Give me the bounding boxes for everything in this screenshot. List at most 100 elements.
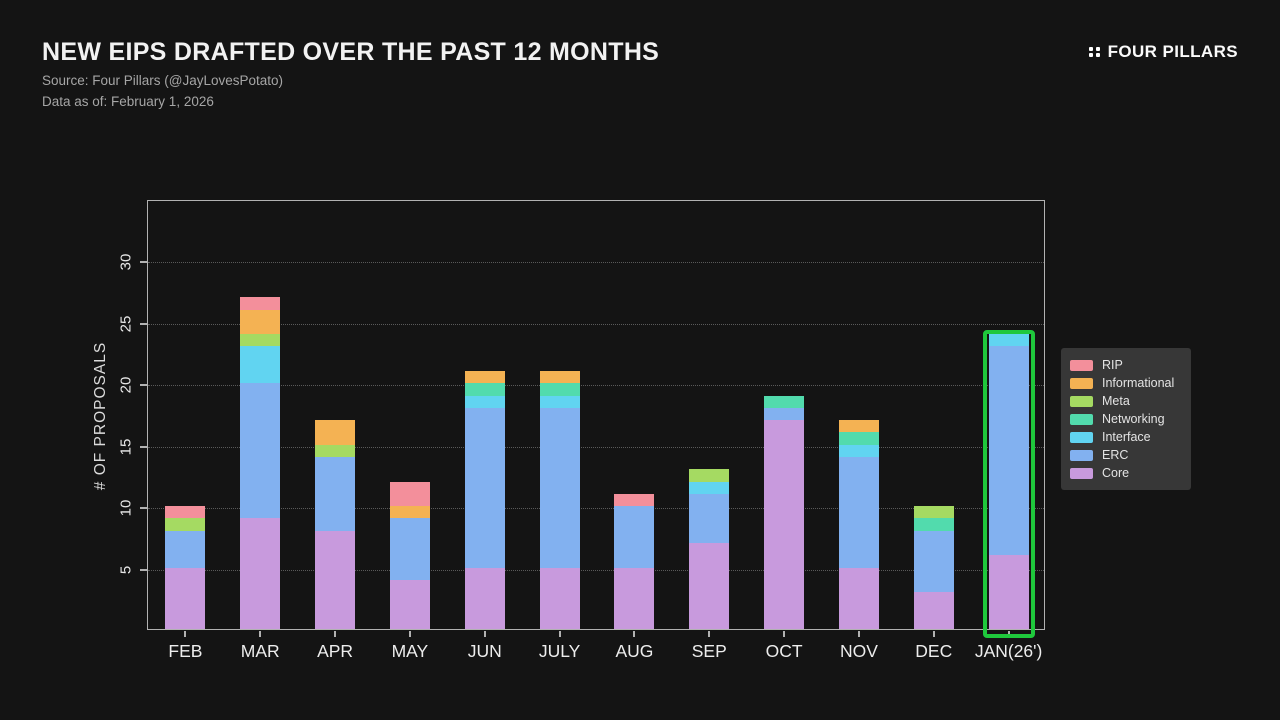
bar-segment-jun-informational bbox=[464, 371, 505, 384]
source-line: Source: Four Pillars (@JayLovesPotato) bbox=[42, 73, 284, 88]
legend-label: ERC bbox=[1102, 448, 1129, 462]
bar-segment-jun-erc bbox=[464, 407, 505, 568]
bar-segment-may-rip bbox=[389, 481, 430, 507]
chart-plot-area: 5 10 15 20 25 30 # OF PROPOSALS FEB MAR APR MAY JUN… bbox=[92, 200, 1045, 661]
highlight-box bbox=[982, 330, 1035, 638]
legend-item-core: Core bbox=[1070, 464, 1181, 482]
bar-segment-mar-interface bbox=[240, 346, 281, 384]
x-tick-mark bbox=[334, 631, 337, 637]
x-tick-label-oct: OCT bbox=[765, 641, 803, 661]
x-tick-label-jun: JUN bbox=[467, 641, 502, 661]
bar-segment-sep-erc bbox=[689, 493, 730, 543]
bar-segment-oct-erc bbox=[764, 407, 805, 421]
y-tick-label: 5 bbox=[117, 565, 135, 574]
y-tick-label: 30 bbox=[117, 254, 135, 271]
bar-segment-dec-networking bbox=[913, 518, 954, 531]
gridline-20 bbox=[148, 385, 1044, 387]
data-as-of-line: Data as of: February 1, 2026 bbox=[42, 94, 214, 109]
x-tick-mark bbox=[259, 631, 262, 637]
bar-segment-nov-informational bbox=[838, 420, 879, 433]
gridline-10 bbox=[148, 508, 1044, 510]
legend-swatch bbox=[1070, 467, 1093, 479]
legend-item-interface: Interface bbox=[1070, 428, 1181, 446]
x-tick-mark bbox=[483, 631, 486, 637]
y-tick-mark bbox=[140, 384, 147, 387]
bar-segment-dec-erc bbox=[913, 530, 954, 593]
bar-segment-feb-meta bbox=[165, 518, 206, 531]
x-tick-mark bbox=[932, 631, 935, 637]
bar-segment-feb-erc bbox=[165, 530, 206, 568]
bar-segment-apr-erc bbox=[315, 457, 356, 531]
legend-swatch bbox=[1070, 413, 1093, 425]
bar-segment-oct-networking bbox=[764, 395, 805, 408]
legend-swatch bbox=[1070, 395, 1093, 407]
legend-label: Networking bbox=[1102, 412, 1165, 426]
y-axis-title: # OF PROPOSALS bbox=[92, 341, 109, 491]
legend-item-networking: Networking bbox=[1070, 410, 1181, 428]
x-tick-label-may: MAY bbox=[391, 641, 429, 661]
y-tick-mark bbox=[140, 445, 147, 448]
gridline-15 bbox=[148, 446, 1044, 448]
bar-segment-feb-core bbox=[165, 567, 206, 629]
bar-segment-apr-meta bbox=[315, 444, 356, 457]
bar-segment-mar-erc bbox=[240, 383, 281, 519]
legend-swatch bbox=[1070, 431, 1093, 443]
gridline-25 bbox=[148, 323, 1044, 325]
y-tick-mark bbox=[140, 507, 147, 510]
bar-segment-july-networking bbox=[539, 383, 580, 396]
legend-label: Interface bbox=[1102, 430, 1151, 444]
legend-swatch bbox=[1070, 359, 1093, 371]
bar-segment-july-informational bbox=[539, 371, 580, 384]
y-tick-label: 15 bbox=[117, 438, 135, 456]
legend-item-informational: Informational bbox=[1070, 374, 1181, 392]
y-tick-mark bbox=[140, 568, 147, 571]
legend-label: RIP bbox=[1102, 358, 1123, 372]
bar-segment-apr-core bbox=[315, 530, 356, 629]
bar-segment-nov-erc bbox=[838, 457, 879, 568]
gridline-5 bbox=[148, 569, 1044, 571]
y-tick-label: 20 bbox=[117, 376, 135, 394]
brand-name: FOUR PILLARS bbox=[1107, 42, 1238, 61]
bar-segment-feb-rip bbox=[165, 506, 206, 519]
bar-segment-dec-meta bbox=[913, 506, 954, 519]
bar-segment-mar-core bbox=[240, 518, 281, 629]
bar-segment-may-erc bbox=[389, 518, 430, 580]
y-tick-label: 25 bbox=[117, 315, 135, 333]
bar-segment-jan(26')-interface bbox=[988, 334, 1029, 347]
bar-segment-aug-core bbox=[614, 567, 655, 629]
bar-segment-aug-rip bbox=[614, 493, 655, 507]
y-tick-mark bbox=[140, 261, 147, 264]
y-tick-mark bbox=[140, 322, 147, 325]
legend-label: Informational bbox=[1102, 376, 1175, 390]
x-tick-mark bbox=[633, 631, 636, 637]
four-dots-icon bbox=[1089, 46, 1100, 58]
brand-logo: FOUR PILLARS bbox=[1089, 42, 1238, 62]
legend-item-rip: RIP bbox=[1070, 356, 1181, 374]
y-tick-label: 10 bbox=[117, 499, 135, 517]
bar-segment-mar-meta bbox=[240, 334, 281, 347]
x-tick-label-feb: FEB bbox=[168, 641, 203, 661]
legend-label: Core bbox=[1102, 466, 1130, 480]
x-tick-label-apr: APR bbox=[317, 641, 354, 661]
legend-item-meta: Meta bbox=[1070, 392, 1181, 410]
x-tick-label-mar: MAR bbox=[240, 641, 280, 661]
chart-legend: RIP Informational Meta Networking Interface E… bbox=[1061, 348, 1191, 490]
bar-segment-july-interface bbox=[539, 395, 580, 408]
bar-segment-nov-interface bbox=[838, 444, 879, 457]
x-tick-label-aug: AUG bbox=[615, 641, 654, 661]
bar-segment-apr-informational bbox=[315, 420, 356, 445]
x-tick-label-july: JULY bbox=[538, 641, 581, 661]
bar-segment-oct-core bbox=[764, 420, 805, 629]
bar-segment-jun-interface bbox=[464, 395, 505, 408]
x-tick-mark bbox=[783, 631, 786, 637]
legend-swatch bbox=[1070, 449, 1093, 461]
legend-label: Meta bbox=[1102, 394, 1130, 408]
bar-segment-sep-meta bbox=[689, 469, 730, 482]
gridline-30 bbox=[148, 262, 1044, 264]
legend-item-erc: ERC bbox=[1070, 446, 1181, 464]
bar-segment-july-core bbox=[539, 567, 580, 629]
x-tick-label-jan(26'): JAN(26') bbox=[974, 641, 1043, 661]
bar-segment-dec-core bbox=[913, 592, 954, 629]
bar-segment-sep-core bbox=[689, 543, 730, 629]
